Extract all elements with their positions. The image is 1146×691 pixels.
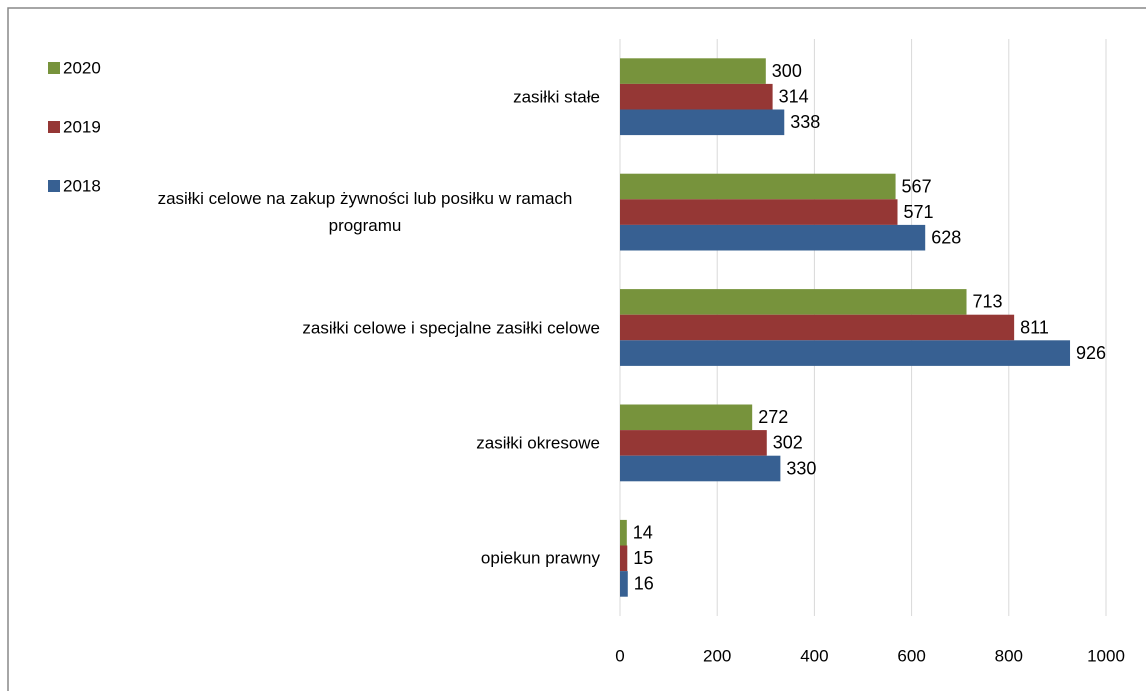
bar bbox=[620, 404, 753, 431]
value-label: 811 bbox=[1020, 317, 1049, 337]
value-label: 567 bbox=[902, 176, 932, 196]
bar bbox=[620, 224, 926, 251]
category-text: zasiłki celowe na zakup żywności lub pos… bbox=[157, 189, 573, 236]
bar bbox=[620, 58, 766, 84]
bar bbox=[620, 340, 1071, 366]
frame bbox=[7, 7, 1146, 691]
category-label: zasiłki celowe na zakup żywności lub pos… bbox=[130, 185, 600, 239]
x-tick-label: 0 bbox=[615, 646, 624, 665]
bar bbox=[620, 83, 773, 110]
category-label: zasiłki stałe bbox=[130, 83, 600, 110]
bar bbox=[620, 519, 627, 546]
legend-label: 2018 bbox=[63, 176, 101, 195]
value-label: 571 bbox=[904, 202, 934, 222]
x-tick-label: 200 bbox=[703, 646, 731, 665]
legend-swatch bbox=[48, 180, 60, 192]
x-tick-label: 1000 bbox=[1087, 646, 1125, 665]
category-label: zasiłki celowe i specjalne zasiłki celow… bbox=[130, 314, 600, 341]
category-label: opiekun prawny bbox=[130, 545, 600, 572]
value-label: 302 bbox=[773, 433, 803, 453]
value-label: 272 bbox=[758, 407, 788, 427]
value-label: 14 bbox=[633, 522, 653, 542]
bar bbox=[620, 199, 898, 225]
x-tick-label: 800 bbox=[995, 646, 1023, 665]
bar bbox=[620, 571, 628, 597]
category-text: zasiłki okresowe bbox=[476, 433, 600, 453]
value-label: 15 bbox=[633, 548, 653, 568]
value-label: 330 bbox=[786, 458, 816, 478]
value-label: 16 bbox=[634, 574, 654, 594]
bar bbox=[620, 289, 967, 315]
legend-label: 2019 bbox=[63, 117, 101, 136]
value-label: 926 bbox=[1076, 343, 1106, 363]
value-label: 713 bbox=[973, 292, 1003, 312]
category-text: zasiłki celowe i specjalne zasiłki celow… bbox=[302, 318, 600, 337]
bar bbox=[620, 430, 767, 456]
value-label: 314 bbox=[779, 86, 809, 106]
category-text: opiekun prawny bbox=[480, 548, 600, 568]
bar bbox=[620, 109, 785, 136]
bar bbox=[620, 314, 1015, 341]
x-tick-label: 600 bbox=[897, 646, 925, 665]
legend-swatch bbox=[48, 121, 60, 133]
bar bbox=[620, 545, 628, 572]
bar bbox=[620, 173, 896, 200]
bar bbox=[620, 455, 781, 482]
value-label: 300 bbox=[772, 61, 802, 81]
value-label: 628 bbox=[931, 227, 961, 247]
legend-label: 2020 bbox=[63, 58, 101, 77]
legend-swatch bbox=[48, 62, 60, 74]
x-tick-label: 400 bbox=[800, 646, 828, 665]
category-label: zasiłki okresowe bbox=[130, 429, 600, 456]
category-text: zasiłki stałe bbox=[513, 87, 600, 107]
value-label: 338 bbox=[790, 112, 820, 132]
